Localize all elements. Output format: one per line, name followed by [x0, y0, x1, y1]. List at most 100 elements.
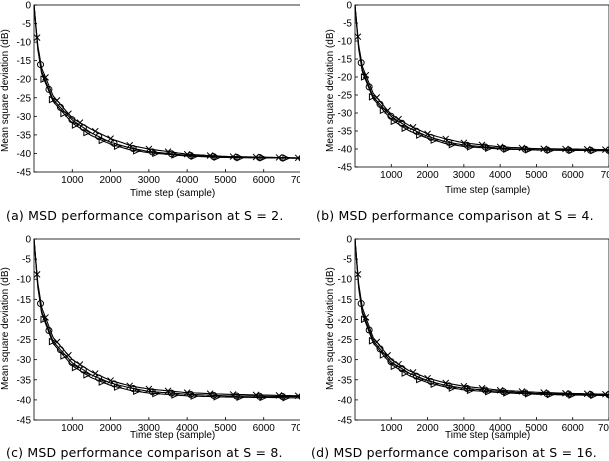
y-tick-label: 0 — [346, 1, 352, 12]
chart-caption: (b) MSD performance comparison at S = 4. — [316, 208, 594, 223]
x-tick-label: 3000 — [138, 175, 161, 186]
series-marker — [368, 337, 378, 345]
chart-panel-d: Mean square deviation (dB) 0 -5 -10 -15 -20 -… — [307, 230, 609, 461]
series-marker — [379, 106, 388, 115]
series-marker — [98, 136, 107, 145]
x-tick-label: 1000 — [61, 423, 84, 434]
series-marker — [171, 151, 180, 159]
x-axis-label: Time step (sample) — [130, 188, 216, 199]
series-marker — [568, 391, 577, 399]
y-tick-label: -10 — [338, 37, 353, 48]
x-tick-label: 700 — [601, 170, 609, 181]
x-tick-label: 5000 — [525, 170, 548, 181]
series-line — [33, 238, 300, 399]
x-axis-label: Time step (sample) — [445, 185, 531, 196]
y-axis-label: Mean square deviation (dB) — [0, 267, 11, 390]
series-marker — [190, 392, 199, 400]
series-marker — [40, 315, 49, 324]
series-marker — [133, 387, 142, 396]
series-marker — [373, 94, 381, 101]
plot-frame — [33, 238, 300, 421]
series-marker — [98, 378, 107, 386]
y-tick-label: -5 — [22, 19, 31, 30]
series-marker — [379, 351, 388, 359]
series-line — [354, 4, 609, 151]
series-marker — [91, 127, 99, 135]
chart-caption: (c) MSD performance comparison at S = 8. — [6, 445, 283, 460]
series-marker — [236, 153, 245, 162]
y-tick-label: -20 — [17, 315, 32, 326]
series-marker — [401, 124, 410, 133]
y-tick-label: -30 — [17, 112, 32, 123]
series-marker — [401, 369, 410, 377]
x-tick-label: 3000 — [138, 423, 161, 434]
series-marker — [503, 145, 512, 153]
chart-b-svg: 0 -5 -10 -15 -20 -25 -30 -35 -40 -45 1000 2000 3000 4… — [338, 1, 609, 181]
chart-panel-c: Mean square deviation (dB) 0 -5 -10 -15 -20 -… — [0, 230, 300, 461]
x-tick-label: 6000 — [562, 423, 585, 434]
series-marker — [448, 140, 457, 149]
x-tick-label: 7000 — [291, 423, 300, 434]
series-marker — [40, 75, 49, 84]
y-tick-label: -40 — [17, 395, 32, 406]
y-tick-label: -40 — [338, 395, 353, 406]
series-line — [354, 4, 609, 151]
chart-panel-b: Mean square deviation (dB) 0 -5 -10 -15 -20 -… — [307, 0, 609, 230]
series-line — [354, 238, 609, 397]
series-marker — [60, 352, 69, 360]
series-marker — [65, 351, 72, 359]
x-tick-label: 5000 — [525, 423, 548, 434]
series-line — [33, 4, 300, 159]
series-marker — [83, 128, 92, 137]
y-tick-label: -15 — [338, 55, 353, 66]
x-tick-label: 3000 — [453, 170, 476, 181]
y-tick-label: -20 — [17, 75, 32, 86]
series-marker — [524, 146, 534, 154]
x-tick-label: 2000 — [99, 175, 122, 186]
series-marker — [298, 393, 300, 400]
y-tick-label: -15 — [17, 56, 32, 67]
y-tick-label: -45 — [338, 163, 353, 174]
x-tick-label: 2000 — [99, 423, 122, 434]
series-line — [33, 4, 300, 159]
x-tick-label: 1000 — [61, 175, 84, 186]
x-tick-label: 2000 — [416, 423, 439, 434]
x-tick-label: 6000 — [562, 170, 585, 181]
series-marker — [213, 153, 222, 161]
y-tick-label: -40 — [17, 149, 32, 160]
y-tick-label: -20 — [338, 315, 353, 326]
y-tick-label: -25 — [17, 335, 32, 346]
chart-caption: (a) MSD performance comparison at S = 2. — [6, 208, 284, 223]
series-marker — [590, 391, 599, 400]
x-tick-label: 6000 — [253, 423, 276, 434]
series-marker — [282, 154, 291, 162]
y-axis-label: Mean square deviation (dB) — [325, 29, 336, 152]
series-marker — [171, 391, 180, 399]
y-tick-label: -5 — [22, 255, 31, 266]
x-tick-label: 6000 — [253, 175, 276, 186]
series-line — [354, 4, 609, 152]
series-marker — [48, 337, 58, 346]
y-tick-label: -45 — [338, 416, 353, 427]
y-tick-label: -35 — [17, 375, 32, 386]
series-marker — [448, 384, 457, 392]
series-line — [33, 4, 300, 159]
x-tick-label: 7000 — [598, 423, 609, 434]
series-line — [354, 238, 609, 396]
x-tick-label: 5000 — [214, 423, 237, 434]
series-marker — [430, 380, 439, 388]
series-marker — [546, 146, 555, 154]
series-marker — [113, 142, 123, 150]
y-tick-label: -25 — [17, 93, 32, 104]
series-marker — [360, 315, 370, 324]
series-marker — [485, 387, 494, 396]
series-marker — [113, 383, 123, 391]
series-marker — [190, 152, 199, 161]
chart-a-svg: 0 -5 -10 -15 -20 -25 -30 -35 -40 -45 1000 2000 3000 4… — [17, 1, 300, 186]
series-marker — [48, 95, 58, 104]
x-tick-label: 4000 — [176, 175, 199, 186]
series-marker — [485, 144, 494, 152]
y-tick-label: -30 — [338, 355, 353, 366]
y-tick-label: 0 — [25, 1, 31, 12]
series-marker — [590, 146, 599, 155]
